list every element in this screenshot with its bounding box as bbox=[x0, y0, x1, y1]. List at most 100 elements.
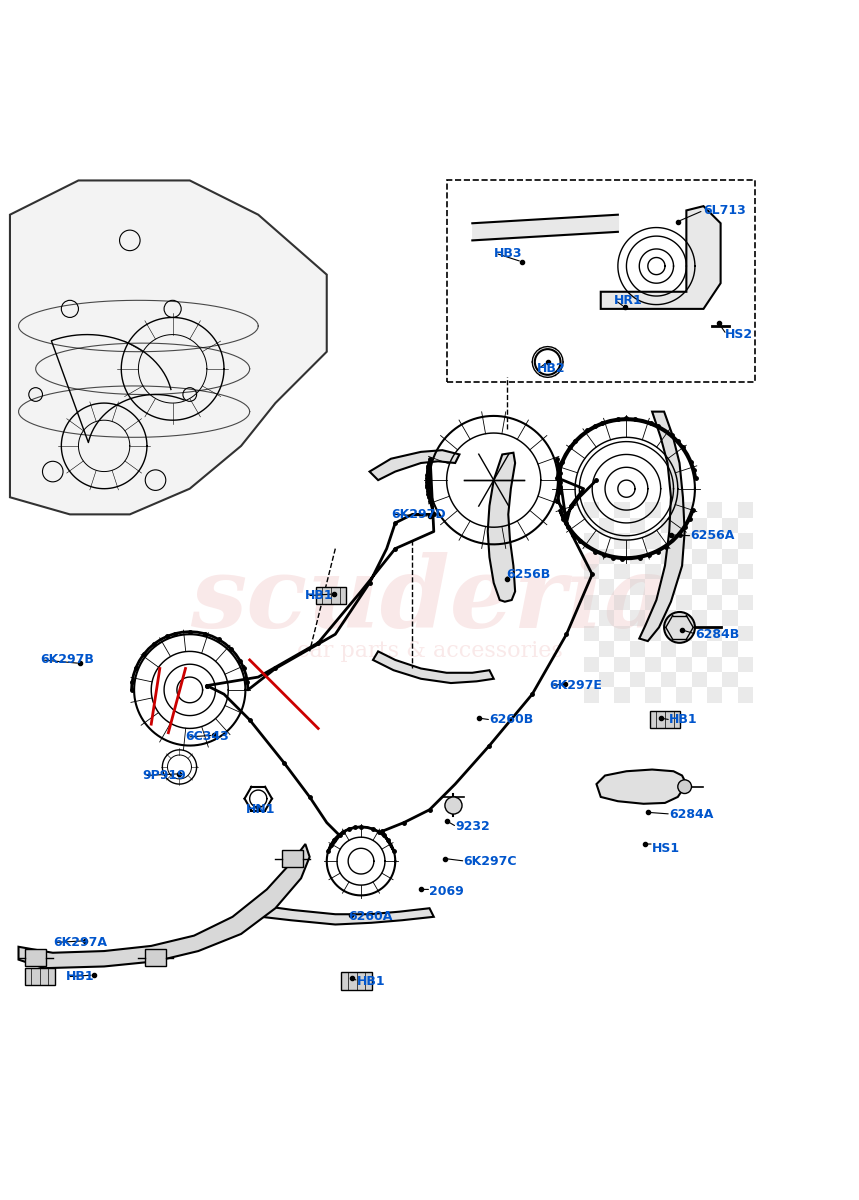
Bar bbox=[691, 580, 707, 595]
Polygon shape bbox=[600, 206, 721, 308]
Bar bbox=[614, 533, 630, 548]
Bar bbox=[738, 595, 753, 611]
Text: 6284A: 6284A bbox=[669, 808, 714, 821]
Bar bbox=[691, 641, 707, 656]
Text: car parts & accessories: car parts & accessories bbox=[296, 641, 563, 662]
Text: 2069: 2069 bbox=[430, 884, 464, 898]
Bar bbox=[722, 611, 738, 625]
Bar bbox=[722, 641, 738, 656]
Text: 6260A: 6260A bbox=[348, 911, 393, 923]
Bar bbox=[707, 688, 722, 703]
Bar bbox=[676, 564, 691, 580]
Circle shape bbox=[445, 797, 462, 814]
Bar bbox=[722, 672, 738, 688]
Text: 6L713: 6L713 bbox=[704, 204, 746, 217]
Bar bbox=[661, 548, 676, 564]
Polygon shape bbox=[596, 769, 686, 804]
Bar bbox=[630, 611, 645, 625]
Text: scuderia: scuderia bbox=[190, 552, 669, 648]
Bar bbox=[630, 518, 645, 533]
Bar bbox=[722, 518, 738, 533]
Text: 9232: 9232 bbox=[455, 821, 490, 833]
Bar bbox=[630, 548, 645, 564]
Text: 6284B: 6284B bbox=[695, 628, 740, 641]
Bar bbox=[707, 564, 722, 580]
Text: 6K297A: 6K297A bbox=[52, 936, 107, 949]
Bar bbox=[707, 656, 722, 672]
Bar bbox=[630, 641, 645, 656]
Text: 9P919: 9P919 bbox=[143, 769, 186, 782]
Polygon shape bbox=[373, 652, 494, 683]
Bar bbox=[691, 518, 707, 533]
Bar bbox=[707, 503, 722, 518]
Bar bbox=[614, 503, 630, 518]
Bar bbox=[283, 850, 302, 868]
Polygon shape bbox=[488, 452, 515, 601]
Text: HR1: HR1 bbox=[613, 294, 643, 307]
Bar bbox=[676, 625, 691, 641]
Circle shape bbox=[664, 612, 695, 643]
Bar bbox=[691, 672, 707, 688]
Bar bbox=[25, 968, 55, 985]
Bar bbox=[583, 656, 599, 672]
Bar bbox=[661, 518, 676, 533]
Text: 6260B: 6260B bbox=[490, 713, 533, 726]
Text: HB1: HB1 bbox=[669, 713, 698, 726]
Bar bbox=[707, 595, 722, 611]
Text: 6K297B: 6K297B bbox=[40, 654, 94, 666]
Bar bbox=[738, 533, 753, 548]
Bar bbox=[614, 688, 630, 703]
Bar bbox=[599, 580, 614, 595]
Polygon shape bbox=[19, 844, 309, 968]
Bar bbox=[738, 625, 753, 641]
Bar bbox=[630, 672, 645, 688]
Text: HN1: HN1 bbox=[246, 803, 275, 816]
Bar bbox=[145, 949, 166, 966]
Text: HS1: HS1 bbox=[652, 842, 680, 854]
Bar bbox=[645, 625, 661, 641]
Bar bbox=[738, 656, 753, 672]
Bar bbox=[583, 503, 599, 518]
Polygon shape bbox=[10, 180, 326, 515]
Bar bbox=[645, 564, 661, 580]
Bar bbox=[707, 625, 722, 641]
Bar bbox=[599, 548, 614, 564]
Bar bbox=[341, 972, 372, 990]
Bar bbox=[691, 548, 707, 564]
Bar bbox=[614, 625, 630, 641]
Bar bbox=[661, 580, 676, 595]
Text: 6256B: 6256B bbox=[507, 568, 551, 581]
Bar bbox=[691, 611, 707, 625]
Bar bbox=[676, 503, 691, 518]
Text: HB3: HB3 bbox=[494, 247, 522, 259]
Bar bbox=[649, 712, 680, 728]
Bar bbox=[583, 533, 599, 548]
Bar bbox=[645, 503, 661, 518]
Bar bbox=[599, 518, 614, 533]
Bar bbox=[583, 564, 599, 580]
Bar bbox=[645, 656, 661, 672]
Polygon shape bbox=[247, 904, 434, 924]
Text: 6K297E: 6K297E bbox=[550, 679, 602, 692]
Bar bbox=[676, 688, 691, 703]
Bar bbox=[583, 688, 599, 703]
Bar bbox=[630, 580, 645, 595]
Bar bbox=[614, 564, 630, 580]
Text: HS2: HS2 bbox=[725, 328, 753, 341]
Text: 6K297C: 6K297C bbox=[464, 854, 517, 868]
Bar bbox=[583, 625, 599, 641]
Circle shape bbox=[678, 780, 691, 793]
Bar bbox=[676, 533, 691, 548]
Bar bbox=[599, 611, 614, 625]
Text: 6256A: 6256A bbox=[691, 529, 735, 542]
Text: HB1: HB1 bbox=[305, 589, 334, 602]
Bar bbox=[738, 564, 753, 580]
Bar bbox=[676, 656, 691, 672]
Bar bbox=[645, 595, 661, 611]
Bar bbox=[447, 180, 755, 382]
Bar bbox=[738, 503, 753, 518]
Bar bbox=[26, 949, 46, 966]
Bar bbox=[583, 595, 599, 611]
Text: HB1: HB1 bbox=[65, 971, 94, 983]
Bar bbox=[722, 548, 738, 564]
